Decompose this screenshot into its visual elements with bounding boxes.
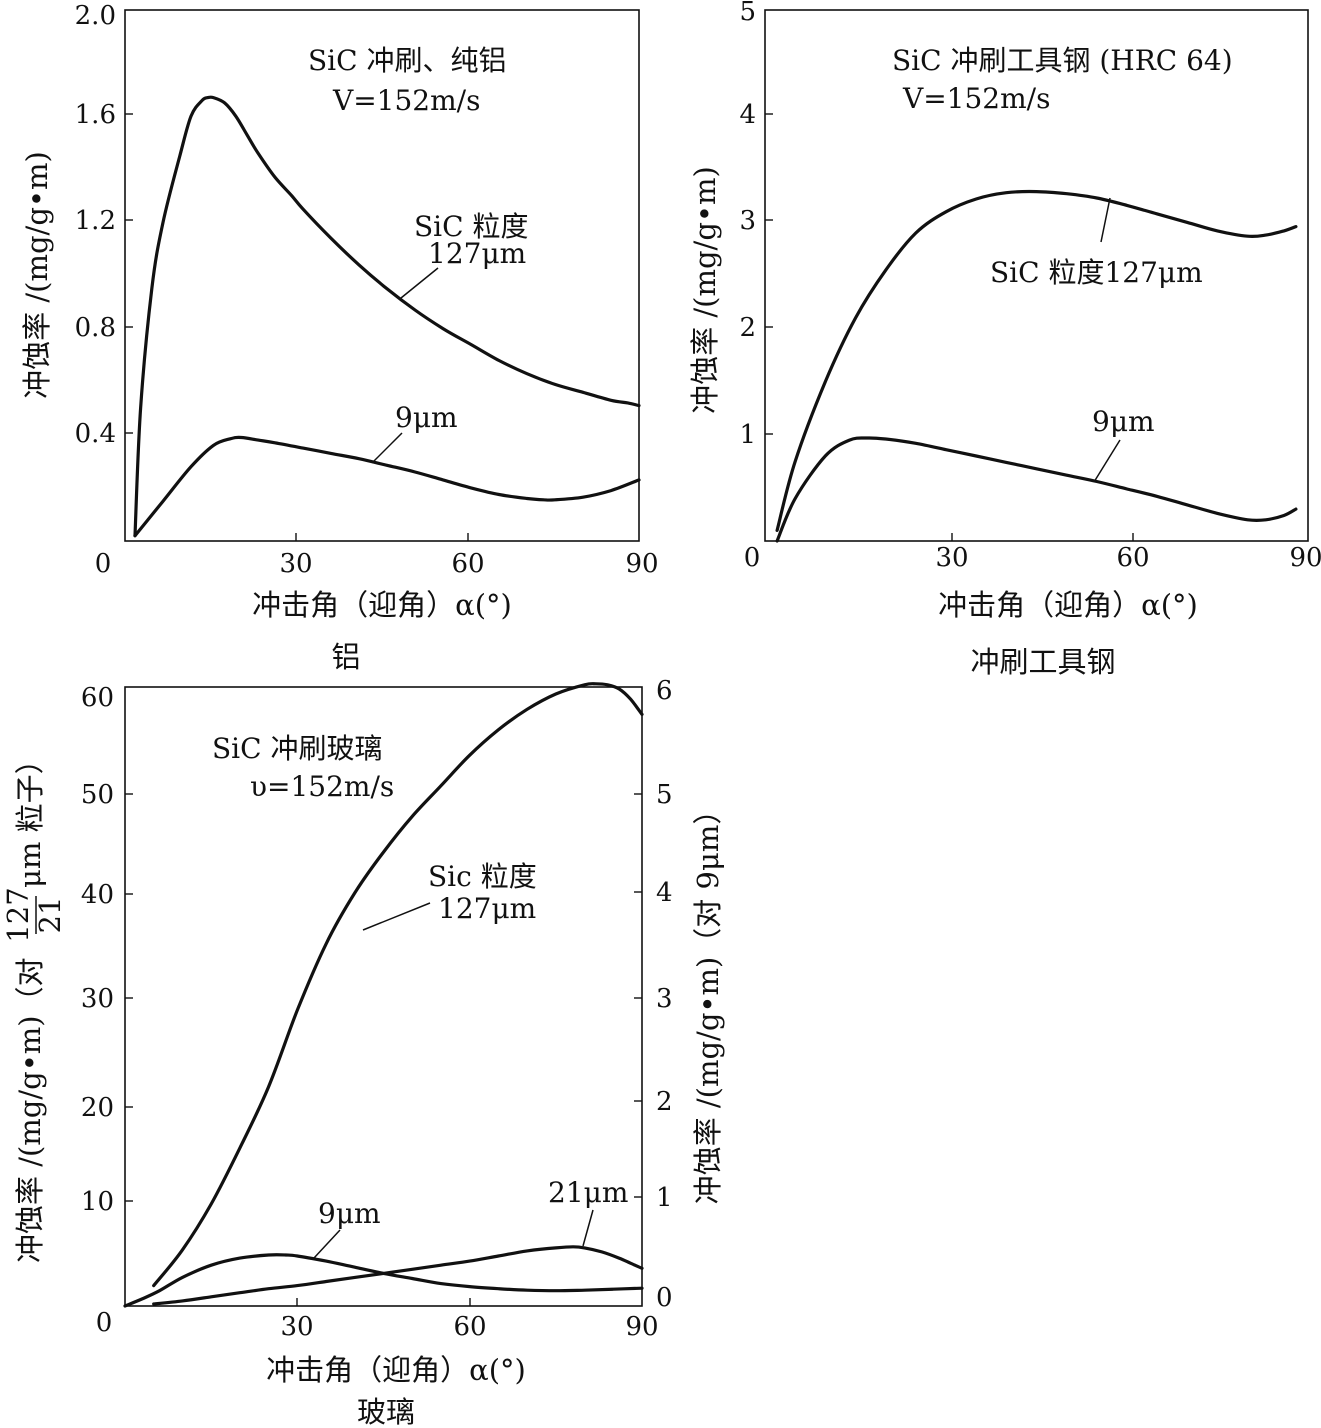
x-axis-title: 冲击角（迎角）α(°) (266, 1353, 526, 1387)
y-tick-label: 2.0 (75, 1, 116, 31)
y-axis-title-right: 冲蚀率 /(mg/g•m)（对 9μm） (691, 796, 725, 1205)
series-label-9um: 9μm (1092, 405, 1155, 438)
leader-9um (371, 432, 403, 464)
series-line-9um (133, 435, 641, 538)
y-tick-label: 0.8 (75, 313, 116, 343)
chart-title: SiC 冲刷、纯铝 (308, 44, 506, 77)
y-tick-label-left: 50 (81, 780, 114, 810)
leader-127um (400, 267, 439, 299)
chart-glass: 0 30 60 90 10 20 30 40 50 60 0 1 2 3 4 5… (1, 676, 725, 1428)
y-tick-label: 3 (739, 206, 756, 236)
y-tick-label-right: 6 (656, 676, 673, 706)
y-axis-title: 冲蚀率 /(mg/g•m) (20, 151, 54, 399)
series-line-21um (152, 1245, 644, 1306)
x-tick-marks-aluminum (295, 533, 469, 541)
y-axis-title-fraction-numerator: 127 (1, 887, 35, 942)
x-tick-label: 60 (453, 1312, 486, 1342)
chart-subtitle: V=152m/s (902, 82, 1050, 115)
plot-frame-aluminum (124, 9, 640, 542)
y-tick-label-right: 3 (656, 984, 673, 1014)
series-label-127um-line2: 127μm (438, 892, 536, 925)
y-axis-title-fraction-denominator: 21 (33, 897, 67, 934)
y-axis-title-left-part2: μm 粒子） (13, 745, 47, 888)
x-tick-label: 90 (1289, 543, 1321, 573)
x-tick-marks-tool-steel (951, 533, 1134, 541)
y-tick-marks-aluminum (125, 113, 133, 434)
y-tick-label: 0.4 (75, 419, 116, 449)
chart-subtitle: V=152m/s (332, 84, 480, 117)
x-tick-label: 30 (279, 549, 312, 579)
x-tick-label: 90 (625, 1312, 658, 1342)
y-tick-label: 1 (739, 420, 756, 450)
x-axis-title: 冲击角（迎角）α(°) (938, 588, 1198, 622)
y-tick-label-right: 0 (656, 1283, 673, 1313)
origin-label: 0 (96, 1308, 113, 1338)
series-label-127um-line2: 127μm (428, 237, 526, 270)
x-tick-marks-glass (296, 1298, 471, 1306)
series-line-9um (775, 436, 1298, 543)
figure-caption: 冲刷工具钢 (970, 645, 1115, 679)
x-tick-label: 60 (451, 549, 484, 579)
series-label-9um: 9μm (395, 401, 458, 434)
leader-9um (1093, 439, 1121, 483)
origin-label: 0 (95, 549, 112, 579)
y-axis-title-left: 冲蚀率 /(mg/g•m)（对 127 21 μm 粒子） (1, 745, 67, 1263)
x-tick-label: 90 (625, 549, 658, 579)
y-tick-label-left: 40 (81, 880, 114, 910)
y-tick-label-left: 30 (81, 984, 114, 1014)
y-tick-label-right: 1 (656, 1183, 673, 1213)
y-tick-label-right: 5 (656, 780, 673, 810)
y-tick-label-right: 2 (656, 1087, 673, 1117)
y-tick-label: 1.6 (75, 100, 116, 130)
series-line-9um (123, 1253, 644, 1308)
chart-title: SiC 冲刷工具钢 (HRC 64) (892, 44, 1233, 77)
leader-21um (582, 1209, 594, 1247)
series-label-127um: SiC 粒度127μm (990, 256, 1203, 289)
y-tick-marks-left-glass (125, 793, 133, 1202)
x-axis-title: 冲击角（迎角）α(°) (252, 588, 512, 622)
series-label-21um: 21μm (548, 1176, 628, 1209)
y-tick-label: 1.2 (75, 206, 116, 236)
y-tick-label: 5 (739, 0, 756, 27)
y-tick-label-left: 10 (81, 1187, 114, 1217)
x-tick-label: 60 (1116, 543, 1149, 573)
x-tick-label: 30 (280, 1312, 313, 1342)
y-tick-marks-tool-steel (765, 113, 773, 435)
y-tick-marks-right-glass (634, 793, 642, 1198)
y-axis-title-left-part1: 冲蚀率 /(mg/g•m)（对 (13, 957, 47, 1263)
series-line-127um (133, 95, 641, 538)
leader-127um (362, 902, 431, 931)
y-tick-label-left: 60 (81, 683, 114, 713)
origin-label: 0 (744, 543, 761, 573)
leader-127um (1100, 197, 1111, 243)
series-label-127um-line1: SiC 粒度 (414, 210, 528, 243)
series-line-127um (775, 189, 1298, 532)
series-label-127um-line1: Sic 粒度 (428, 860, 537, 893)
leader-9um (313, 1229, 341, 1259)
series-line-127um (152, 682, 644, 1288)
y-tick-label-left: 20 (81, 1093, 114, 1123)
chart-tool-steel: 0 30 60 90 1 2 3 4 5 SiC 冲刷工具钢 (HRC 64) … (688, 0, 1321, 679)
y-tick-label-right: 4 (656, 878, 673, 908)
plot-frame-tool-steel (764, 9, 1309, 542)
chart-title: SiC 冲刷玻璃 (212, 732, 382, 765)
series-label-9um: 9μm (318, 1197, 381, 1230)
y-axis-title: 冲蚀率 /(mg/g•m) (688, 166, 722, 414)
figure-caption: 玻璃 (357, 1395, 415, 1428)
figure-caption: 铝 (331, 640, 360, 674)
chart-subtitle: υ=152m/s (250, 770, 394, 803)
y-tick-label: 2 (739, 313, 756, 343)
y-tick-label: 4 (739, 100, 756, 130)
x-tick-label: 30 (935, 543, 968, 573)
plot-frame-glass (124, 686, 643, 1307)
chart-aluminum: 0 30 60 90 0.4 0.8 1.2 1.6 2.0 SiC 冲刷、纯铝… (20, 1, 659, 674)
